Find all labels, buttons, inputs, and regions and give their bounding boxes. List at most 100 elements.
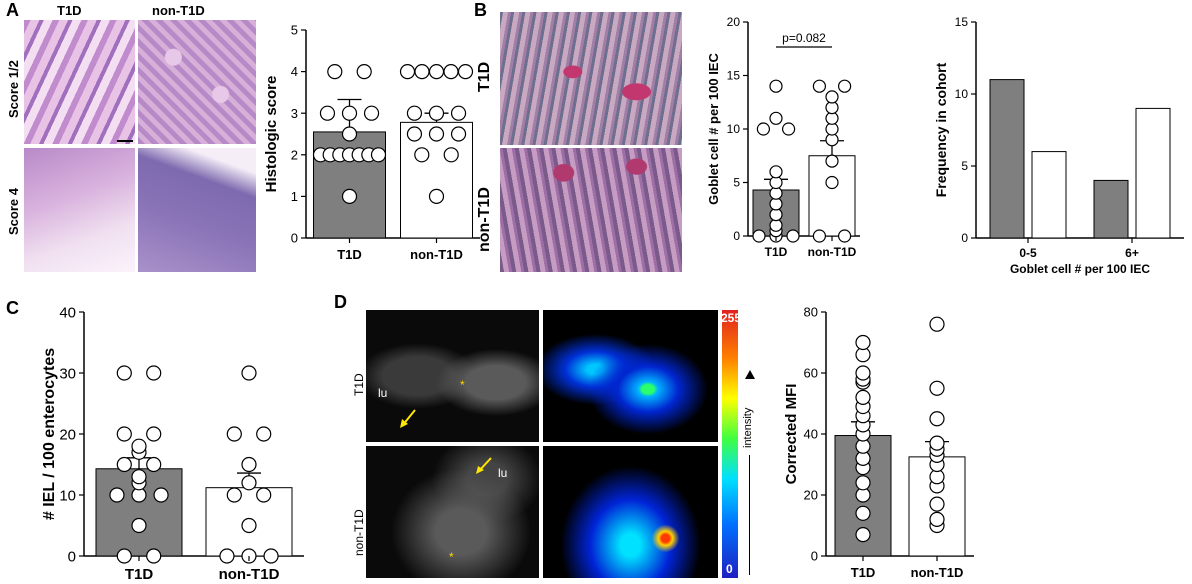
y-tick-label: 15 xyxy=(727,69,741,83)
data-point xyxy=(241,475,257,491)
data-point xyxy=(450,126,467,142)
y-tick-label: 60 xyxy=(804,366,818,381)
data-point xyxy=(812,229,827,243)
y-tick-label: 40 xyxy=(59,304,76,321)
chart-b-frequency: 0 5 10 15 Frequency in cohort 0-5 6+ Goblet cel… xyxy=(933,15,1184,276)
data-point xyxy=(146,548,162,564)
data-point xyxy=(319,105,336,121)
data-point xyxy=(855,334,871,351)
histology-image-t1d-score4 xyxy=(24,148,135,272)
panel-b-row2-label: non-T1D xyxy=(476,187,493,252)
data-point xyxy=(769,111,783,125)
data-point xyxy=(146,426,162,442)
y-tick-label: 20 xyxy=(727,15,741,29)
data-point xyxy=(256,426,272,442)
data-point xyxy=(825,90,839,104)
data-point xyxy=(929,411,945,427)
bar xyxy=(1031,151,1067,239)
x-tick-label: non-T1D xyxy=(410,247,463,262)
y-tick-label: 15 xyxy=(955,15,969,29)
data-point xyxy=(241,456,257,473)
y-tick-label: 2 xyxy=(291,147,298,162)
y-tick-label: 5 xyxy=(291,23,298,38)
panel-d-row1-label: T1D xyxy=(352,373,366,396)
data-point xyxy=(769,79,783,93)
data-point xyxy=(414,63,430,80)
y-tick-label: 30 xyxy=(59,365,76,382)
x-tick-label: T1D xyxy=(337,247,362,262)
data-point xyxy=(825,154,839,168)
y-tick-label: 5 xyxy=(961,159,968,173)
panel-letter-a: A xyxy=(6,0,19,20)
bar xyxy=(1135,107,1171,239)
y-tick-label: 3 xyxy=(291,106,298,121)
x-tick-label: non-T1D xyxy=(808,245,857,259)
confocal-gray-nont1d xyxy=(366,446,539,578)
data-point xyxy=(241,517,257,534)
data-point xyxy=(812,79,827,93)
data-point xyxy=(428,63,445,80)
star-marker-nont1d: * xyxy=(449,550,454,564)
bar xyxy=(1093,179,1129,239)
x-tick-label: T1D xyxy=(125,566,154,583)
data-point xyxy=(131,438,147,454)
bar xyxy=(400,121,473,239)
panel-a-row1-label: Score 1/2 xyxy=(6,60,21,118)
data-point xyxy=(450,105,467,121)
panel-letter-c: C xyxy=(6,298,19,318)
data-point xyxy=(786,229,800,243)
histology-image-nont1d-score4 xyxy=(138,148,256,272)
x-axis-label: Goblet cell # per 100 IEC xyxy=(1010,262,1150,276)
data-point xyxy=(838,229,852,243)
data-point xyxy=(855,505,871,521)
histology-image-t1d-score12 xyxy=(24,20,135,144)
data-point xyxy=(131,469,147,485)
x-tick-label: T1D xyxy=(851,565,876,580)
data-point xyxy=(838,79,852,93)
lumen-label-nont1d: lu xyxy=(498,466,508,480)
data-point xyxy=(116,548,132,564)
y-tick-label: 0 xyxy=(733,229,740,243)
data-point xyxy=(414,147,430,163)
x-tick-label: 0-5 xyxy=(1019,246,1037,260)
y-tick-label: 20 xyxy=(59,426,76,443)
data-point xyxy=(769,165,783,179)
data-point xyxy=(929,496,945,512)
y-axis-label: Frequency in cohort xyxy=(933,62,949,197)
data-point xyxy=(443,63,459,80)
data-point xyxy=(256,487,272,503)
panel-a-row2-label: Score 4 xyxy=(6,188,21,235)
confocal-gray-t1d xyxy=(366,310,539,442)
panel-b-row1-label: T1D xyxy=(476,61,493,92)
data-point xyxy=(226,426,242,442)
p-value-label: p=0.082 xyxy=(782,31,826,45)
y-axis-label: Goblet cell # per 100 IEC xyxy=(706,53,721,205)
data-point xyxy=(825,175,839,190)
y-tick-label: 0 xyxy=(961,231,968,245)
data-point xyxy=(341,188,358,204)
data-point xyxy=(428,188,445,204)
colorbar-max-label: 255 xyxy=(721,311,742,325)
data-point xyxy=(109,487,125,503)
y-axis-label: # IEL / 100 enterocytes xyxy=(41,348,58,520)
data-point xyxy=(153,487,169,503)
histology-image-nont1d-score12 xyxy=(138,20,256,144)
data-point xyxy=(146,456,162,473)
data-point xyxy=(116,426,132,442)
y-tick-label: 1 xyxy=(291,189,298,204)
data-point xyxy=(428,126,445,142)
y-tick-label: 0 xyxy=(291,231,298,246)
panel-a-col1-label: T1D xyxy=(57,3,82,18)
y-axis-label: Histologic score xyxy=(263,76,280,193)
data-point xyxy=(855,475,871,491)
panel-d-row2-label: non-T1D xyxy=(352,509,366,556)
data-point xyxy=(341,126,358,142)
data-point xyxy=(752,229,766,243)
data-point xyxy=(341,105,358,121)
star-marker-t1d: * xyxy=(460,378,465,392)
x-tick-label: T1D xyxy=(765,245,788,259)
data-point xyxy=(146,365,162,381)
confocal-heat-nont1d xyxy=(543,446,718,578)
panel-letter-b: B xyxy=(474,0,487,20)
chart-c-iel: 0 10 20 30 40 # IEL / 100 enterocytes T1D non-T… xyxy=(41,304,304,583)
